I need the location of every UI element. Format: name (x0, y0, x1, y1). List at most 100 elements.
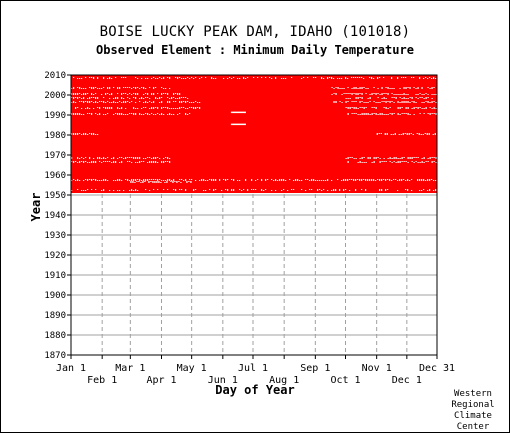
missing-data-mark (391, 180, 393, 181)
missing-data-mark (353, 108, 355, 109)
missing-data-mark (155, 162, 157, 163)
missing-data-mark (161, 78, 163, 79)
missing-data-mark (379, 94, 381, 95)
missing-data-mark (81, 101, 83, 102)
missing-data-mark (401, 107, 403, 108)
missing-data-mark (427, 161, 429, 162)
missing-data-mark (361, 113, 363, 114)
missing-data-mark (305, 179, 307, 180)
missing-data-mark (155, 98, 157, 99)
missing-data-mark (335, 93, 337, 94)
missing-data-mark (85, 161, 87, 162)
missing-data-mark (157, 157, 159, 158)
missing-data-mark (142, 181, 144, 182)
missing-data-mark (275, 77, 277, 78)
missing-data-mark (91, 97, 93, 98)
missing-data-mark (157, 162, 159, 163)
missing-data-mark (85, 179, 87, 180)
missing-data-mark (394, 134, 396, 135)
missing-data-mark (171, 97, 173, 98)
missing-data-mark (71, 102, 73, 103)
missing-data-mark (411, 101, 413, 102)
missing-data-mark (369, 180, 371, 181)
missing-data-mark (73, 98, 75, 99)
missing-data-mark (75, 108, 77, 109)
missing-data-mark (119, 162, 121, 163)
missing-data-pattern (71, 157, 171, 159)
missing-data-mark (117, 114, 119, 115)
missing-data-mark (209, 179, 211, 180)
missing-data-mark (75, 180, 77, 181)
missing-data-mark (402, 134, 404, 135)
missing-data-mark (421, 158, 423, 159)
missing-data-mark (183, 97, 185, 98)
missing-data-mark (428, 133, 430, 134)
missing-data-mark (243, 189, 245, 190)
missing-data-mark (391, 77, 393, 78)
missing-data-mark (365, 102, 367, 103)
missing-data-mark (97, 157, 99, 158)
missing-data-mark (123, 87, 125, 88)
missing-data-mark (158, 181, 160, 182)
missing-data-mark (119, 114, 121, 115)
missing-data-mark (347, 108, 349, 109)
y-tick-label: 2010 (44, 71, 66, 81)
missing-data-mark (395, 98, 397, 99)
missing-data-mark (97, 107, 99, 108)
missing-data-mark (385, 87, 387, 88)
missing-data-mark (377, 77, 379, 78)
missing-data-mark (395, 158, 397, 159)
missing-data-mark (105, 161, 107, 162)
missing-data-mark (123, 158, 125, 159)
missing-data-mark (85, 101, 87, 102)
missing-data-mark (381, 114, 383, 115)
missing-data-mark (99, 158, 101, 159)
missing-data-mark (185, 102, 187, 103)
missing-data-mark (109, 98, 111, 99)
missing-data-mark (179, 179, 181, 180)
missing-data-mark (87, 134, 89, 135)
missing-data-mark (283, 180, 285, 181)
missing-data-mark (91, 179, 93, 180)
missing-data-mark (173, 114, 175, 115)
missing-data-mark (147, 102, 149, 103)
missing-data-mark (129, 87, 131, 88)
missing-data-mark (397, 78, 399, 79)
missing-data-mark (369, 98, 371, 99)
missing-data-mark (239, 78, 241, 79)
missing-data-mark (405, 161, 407, 162)
missing-data-mark (71, 180, 73, 181)
missing-data-mark (435, 158, 437, 159)
missing-data-mark (359, 179, 361, 180)
missing-data-mark (142, 182, 144, 183)
missing-data-mark (77, 107, 79, 108)
missing-data-mark (383, 98, 385, 99)
missing-data-mark (376, 133, 378, 134)
missing-data-mark (229, 77, 231, 78)
missing-data-mark (361, 158, 363, 159)
missing-data-mark (151, 158, 153, 159)
missing-data-mark (85, 108, 87, 109)
missing-data-mark (150, 181, 152, 182)
missing-data-mark (187, 108, 189, 109)
missing-data-mark (327, 179, 329, 180)
missing-data-mark (311, 179, 313, 180)
missing-data-mark (111, 102, 113, 103)
missing-data-mark (119, 88, 121, 89)
missing-data-mark (169, 113, 171, 114)
missing-data-mark (419, 179, 421, 180)
missing-data-mark (401, 179, 403, 180)
missing-data-mark (125, 102, 127, 103)
missing-data-mark (183, 101, 185, 102)
missing-data-mark (167, 189, 169, 190)
missing-data-pattern (331, 87, 435, 89)
missing-data-mark (121, 108, 123, 109)
missing-data-mark (269, 77, 271, 78)
missing-data-mark (105, 102, 107, 103)
missing-data-mark (89, 108, 91, 109)
missing-data-mark (93, 179, 95, 180)
missing-data-mark (185, 180, 187, 181)
missing-data-mark (139, 161, 141, 162)
missing-data-mark (421, 97, 423, 98)
missing-data-mark (157, 98, 159, 99)
